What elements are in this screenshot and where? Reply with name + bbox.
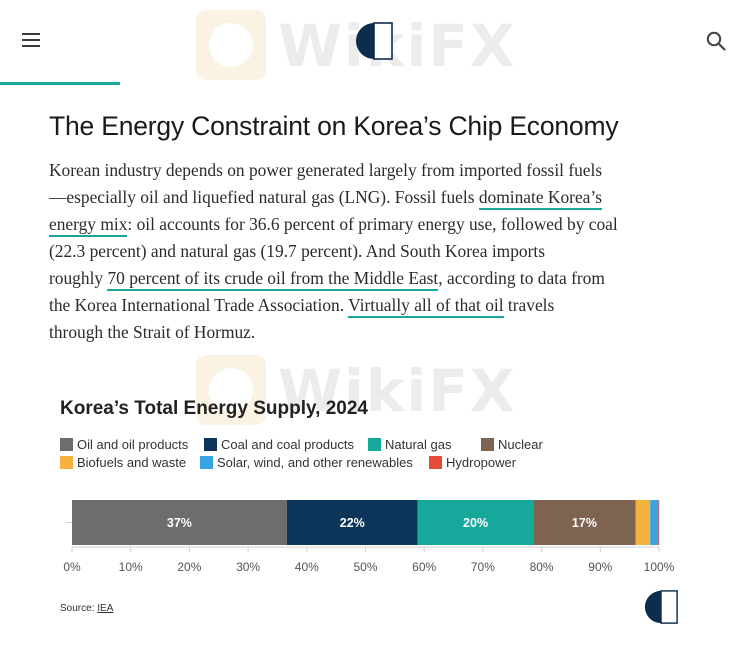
legend-swatch bbox=[200, 456, 213, 469]
x-tick-label: 0% bbox=[63, 560, 81, 574]
legend-label: Nuclear bbox=[498, 437, 543, 452]
source-prefix: Source: bbox=[60, 603, 98, 614]
article-line: roughly 70 percent of its crude oil from… bbox=[49, 265, 689, 292]
bar-segment bbox=[650, 500, 659, 545]
article-link[interactable]: energy mix bbox=[49, 214, 128, 237]
legend-swatch bbox=[481, 438, 494, 451]
x-tick-label: 10% bbox=[119, 560, 143, 574]
legend-item: Oil and oil products bbox=[60, 437, 188, 452]
legend-swatch bbox=[60, 456, 73, 469]
legend-label: Hydropower bbox=[446, 455, 517, 470]
legend-item: Biofuels and waste bbox=[60, 455, 186, 470]
article-line: the Korea International Trade Associatio… bbox=[49, 292, 689, 319]
chart-source: Source: IEA bbox=[60, 603, 113, 614]
bar-segment bbox=[72, 500, 287, 545]
article-line: —especially oil and liquefied natural ga… bbox=[49, 184, 689, 211]
legend-item: Coal and coal products bbox=[204, 437, 354, 452]
data-label: 20% bbox=[463, 516, 488, 530]
source-link[interactable]: IEA bbox=[97, 603, 114, 614]
article-link[interactable]: dominate Korea’s bbox=[478, 187, 602, 210]
x-tick-label: 90% bbox=[588, 560, 612, 574]
article-text: (22.3 percent) and natural gas (19.7 per… bbox=[49, 241, 545, 261]
legend-item: Natural gas bbox=[368, 437, 451, 452]
bar-segment bbox=[286, 500, 418, 545]
legend-label: Oil and oil products bbox=[77, 437, 189, 452]
brand-logo-icon[interactable] bbox=[355, 22, 393, 60]
search-icon[interactable] bbox=[705, 30, 727, 52]
data-label: 22% bbox=[340, 516, 365, 530]
legend-label: Natural gas bbox=[385, 437, 452, 452]
x-tick-label: 80% bbox=[530, 560, 554, 574]
bar-segment bbox=[658, 500, 660, 545]
article-text: Korean industry depends on power generat… bbox=[49, 160, 603, 180]
legend-swatch bbox=[429, 456, 442, 469]
legend-swatch bbox=[60, 438, 73, 451]
article-text: roughly bbox=[49, 268, 108, 288]
legend-swatch bbox=[204, 438, 217, 451]
data-label: 37% bbox=[167, 516, 192, 530]
legend-label: Solar, wind, and other renewables bbox=[217, 455, 413, 470]
x-tick-label: 70% bbox=[471, 560, 495, 574]
legend-label: Biofuels and waste bbox=[77, 455, 187, 470]
top-bar bbox=[0, 0, 747, 85]
accent-underline bbox=[0, 82, 120, 85]
legend-swatch bbox=[368, 438, 381, 451]
x-tick-label: 20% bbox=[177, 560, 201, 574]
chart-legend: Oil and oil products Coal and coal produc… bbox=[60, 437, 620, 473]
brand-logo-icon bbox=[644, 590, 678, 624]
bar-segment bbox=[635, 500, 651, 545]
legend-label: Coal and coal products bbox=[221, 437, 354, 452]
article-text: , according to data from bbox=[438, 268, 605, 288]
article-text: travels bbox=[503, 295, 555, 315]
x-tick-label: 30% bbox=[236, 560, 260, 574]
article-text: : oil accounts for 36.6 percent of prima… bbox=[127, 214, 618, 234]
article-link[interactable]: Virtually all of that oil bbox=[348, 295, 504, 318]
x-tick-label: 50% bbox=[353, 560, 377, 574]
article-line: (22.3 percent) and natural gas (19.7 per… bbox=[49, 238, 689, 265]
article-line: through the Strait of Hormuz. bbox=[49, 319, 689, 346]
hamburger-menu-icon[interactable] bbox=[22, 33, 40, 47]
legend-item: Nuclear bbox=[481, 437, 543, 452]
legend-item: Hydropower bbox=[429, 455, 516, 470]
article-text: —especially oil and liquefied natural ga… bbox=[49, 187, 479, 207]
article-body: Korean industry depends on power generat… bbox=[49, 157, 689, 346]
x-tick-label: 60% bbox=[412, 560, 436, 574]
legend-item: Solar, wind, and other renewables bbox=[200, 455, 413, 470]
article-text: the Korea International Trade Associatio… bbox=[49, 295, 349, 315]
x-tick-label: 100% bbox=[644, 560, 675, 574]
chart-title: Korea’s Total Energy Supply, 2024 bbox=[60, 398, 368, 419]
bar-segment bbox=[417, 500, 534, 545]
data-label: 17% bbox=[572, 516, 597, 530]
article-text: through the Strait of Hormuz. bbox=[49, 322, 256, 342]
article-headline: The Energy Constraint on Korea’s Chip Ec… bbox=[49, 111, 619, 141]
article-line: energy mix: oil accounts for 36.6 percen… bbox=[49, 211, 689, 238]
article-line: Korean industry depends on power generat… bbox=[49, 157, 689, 184]
x-tick-label: 40% bbox=[295, 560, 319, 574]
stacked-bar-chart: 37% 22% 20% 17% 0% 10% 20% 30% 40% 50% 60% 70% 80% 90… bbox=[63, 500, 675, 574]
article-link[interactable]: 70 percent of its crude oil from the Mid… bbox=[107, 268, 439, 291]
bar-segment bbox=[533, 500, 636, 545]
